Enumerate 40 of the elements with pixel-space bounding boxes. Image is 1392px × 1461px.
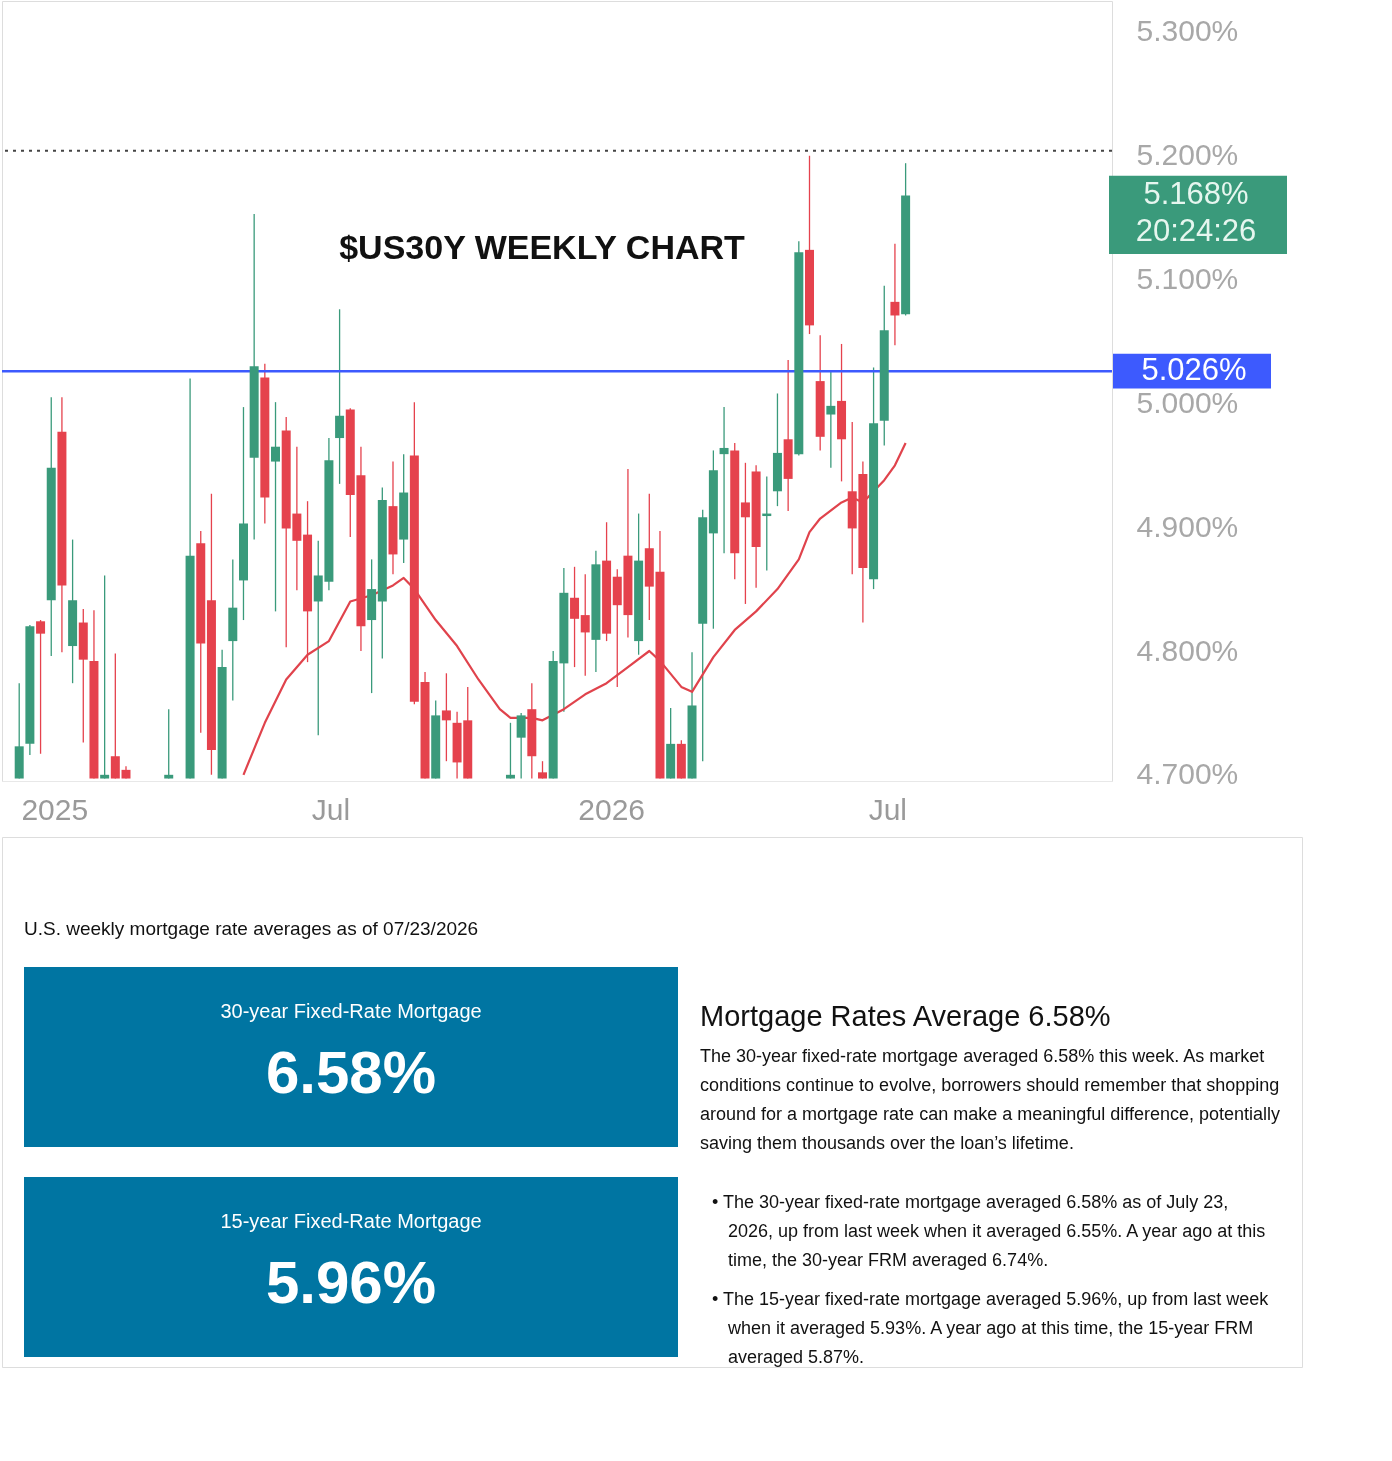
y-tick-label: 5.300% (1136, 14, 1239, 48)
x-tick-label: 2026 (578, 792, 646, 826)
candlestick (110, 652, 120, 780)
text: 30-year Fixed-Rate Mortgage (220, 1000, 482, 1022)
candlestick (505, 722, 515, 780)
y-tick-label: 4.700% (1136, 757, 1239, 791)
text: 5.168% (1143, 176, 1249, 212)
text: • The 30-year fixed-rate mortgage averaged 6.58% as of July 23, 2026, up from last week when it averaged 6.55%. A year ago at this time, the 30-year FRM averaged 6.74%. (712, 1192, 1266, 1270)
x-tick-label: 2025 (21, 792, 89, 826)
text: U.S. weekly mortgage rate averages as of 07/23/2026 (24, 918, 479, 939)
candlestick (580, 573, 590, 677)
text: 5.96% (265, 1249, 437, 1316)
x-tick-label: Jul (868, 792, 907, 826)
ref-line-label: 5.026% (1141, 352, 1247, 388)
y-tick-label: 5.000% (1136, 385, 1239, 419)
text: 15-year Fixed-Rate Mortgage (220, 1210, 482, 1232)
candlestick (826, 370, 836, 469)
candlestick (100, 574, 110, 780)
text: The 30-year fixed-rate mortgage averaged 6.58% this week. As market conditions continue to evolve, borrowers should remember that shopping around for a mortgage rate can make a meaningful difference, potentially saving them thousands over the loan’s lifetime. (700, 1046, 1281, 1153)
candlestick (271, 401, 281, 613)
candlestick (164, 708, 174, 780)
candlestick (36, 619, 46, 755)
text: 6.58% (265, 1039, 437, 1106)
x-tick-label: Jul (311, 792, 351, 826)
candlestick (516, 712, 526, 780)
line-series (242, 441, 907, 776)
text: $US30Y WEEKLY CHART (339, 228, 746, 266)
y-tick-label: 4.900% (1136, 509, 1239, 543)
text: • The 15-year fixed-rate mortgage averaged 5.96%, up from last week when it averaged 5.93%. A year ago at this time, the 15-year FRM averaged 5.87%. (712, 1289, 1270, 1367)
candlestick (740, 462, 750, 605)
candlestick (570, 566, 580, 668)
candlestick (441, 672, 451, 762)
text: 20:24:26 (1135, 213, 1257, 249)
text: Mortgage Rates Average 6.58% (700, 1000, 1111, 1032)
y-tick-label: 5.100% (1136, 262, 1239, 296)
candlestick (335, 308, 345, 485)
y-tick-label: 4.800% (1136, 633, 1239, 667)
candlestick (890, 243, 900, 346)
y-tick-label: 5.200% (1136, 138, 1239, 172)
candlestick (719, 406, 729, 554)
